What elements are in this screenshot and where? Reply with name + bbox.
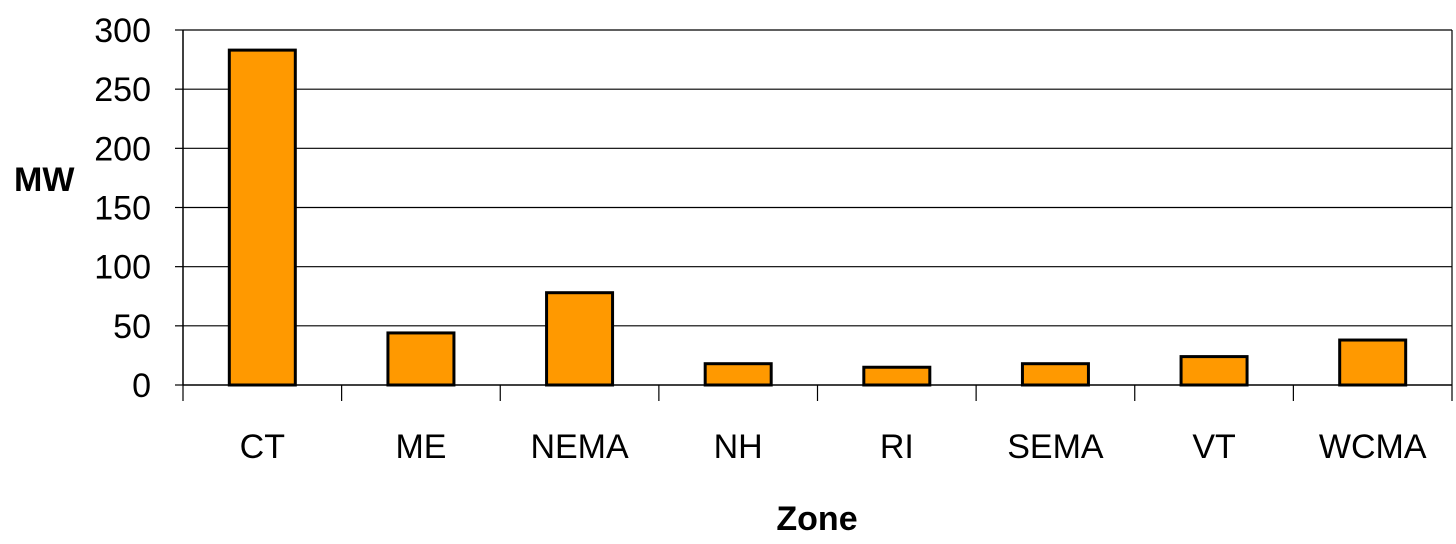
x-tick-label-me: ME <box>395 428 446 466</box>
bar-nema <box>545 291 615 387</box>
y-tick-label: 50 <box>113 308 151 346</box>
x-axis-title: Zone <box>776 500 857 538</box>
y-tick-label: 300 <box>94 12 151 50</box>
axes <box>175 29 1453 401</box>
x-tick-label-wcma: WCMA <box>1319 428 1427 466</box>
gridlines <box>183 29 1452 327</box>
bar-ri <box>862 365 932 387</box>
x-tick-label-vt: VT <box>1192 428 1235 466</box>
bar-sema <box>1020 362 1090 387</box>
bar-me <box>386 331 456 387</box>
bar-ct <box>227 48 297 387</box>
bar-wcma <box>1338 338 1408 387</box>
y-axis-title: MW <box>14 161 75 199</box>
y-tick-label: 0 <box>132 367 151 405</box>
y-tick-label: 200 <box>94 130 151 168</box>
y-tick-label: 100 <box>94 249 151 287</box>
tick-labels: 0 50 100 150 200 250 300 CT ME NEMA NH RI SEMA VT WCMA <box>94 12 1427 466</box>
bar-vt <box>1179 355 1249 387</box>
x-tick-label-ct: CT <box>240 428 285 466</box>
x-tick-label-ri: RI <box>880 428 914 466</box>
bars <box>227 48 1408 387</box>
x-tick-label-nh: NH <box>714 428 763 466</box>
x-tick-label-nema: NEMA <box>530 428 629 466</box>
x-tick-label-sema: SEMA <box>1007 428 1104 466</box>
y-tick-label: 250 <box>94 71 151 109</box>
bar-nh <box>703 362 773 387</box>
y-tick-label: 150 <box>94 190 151 228</box>
